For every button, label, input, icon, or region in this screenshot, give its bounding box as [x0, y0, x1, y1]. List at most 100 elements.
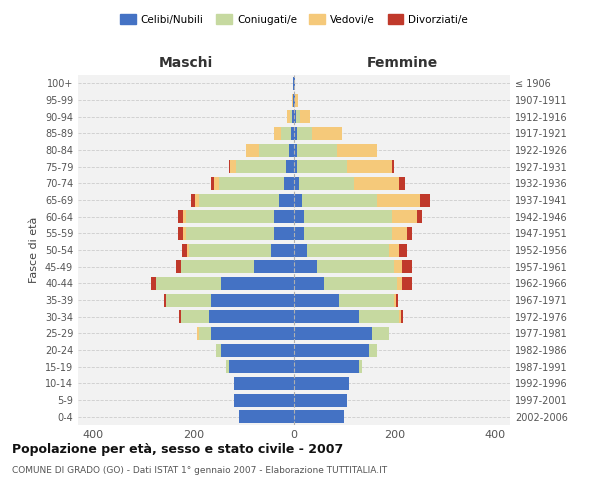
Bar: [394, 260, 402, 273]
Bar: [359, 310, 400, 323]
Bar: [279, 194, 294, 206]
Bar: [294, 327, 372, 340]
Bar: [392, 210, 417, 223]
Bar: [294, 277, 324, 290]
Bar: [184, 210, 186, 223]
Bar: [151, 277, 156, 290]
Bar: [294, 144, 296, 156]
Bar: [402, 277, 412, 290]
Bar: [294, 310, 359, 323]
Bar: [294, 260, 317, 273]
Bar: [372, 327, 389, 340]
Bar: [211, 294, 294, 306]
Text: Femmine: Femmine: [367, 56, 437, 70]
Bar: [347, 160, 392, 173]
Bar: [234, 394, 294, 406]
Bar: [290, 110, 292, 123]
Bar: [417, 210, 422, 223]
Bar: [230, 160, 236, 173]
Bar: [370, 344, 377, 356]
Bar: [194, 194, 199, 206]
Bar: [294, 160, 296, 173]
Bar: [392, 227, 407, 240]
Bar: [294, 377, 349, 390]
Bar: [296, 110, 299, 123]
Bar: [218, 177, 284, 190]
Bar: [211, 177, 214, 190]
Bar: [354, 177, 400, 190]
Bar: [187, 244, 188, 256]
Bar: [401, 310, 403, 323]
Legend: Celibi/Nubili, Coniugati/e, Vedovi/e, Divorziati/e: Celibi/Nubili, Coniugati/e, Vedovi/e, Di…: [116, 10, 472, 29]
Bar: [296, 144, 337, 156]
Bar: [274, 227, 294, 240]
Bar: [246, 144, 259, 156]
Bar: [324, 277, 397, 290]
Bar: [178, 227, 184, 240]
Bar: [229, 160, 230, 173]
Bar: [292, 94, 293, 106]
Bar: [286, 160, 294, 173]
Bar: [281, 127, 292, 140]
Bar: [229, 360, 294, 373]
Bar: [294, 94, 295, 106]
Bar: [389, 244, 400, 256]
Bar: [294, 77, 295, 90]
Bar: [296, 127, 311, 140]
Bar: [221, 277, 294, 290]
Bar: [294, 177, 299, 190]
Bar: [254, 260, 294, 273]
Bar: [400, 244, 407, 256]
Bar: [186, 227, 274, 240]
Bar: [294, 360, 359, 373]
Bar: [239, 410, 294, 423]
Bar: [179, 310, 181, 323]
Bar: [234, 377, 294, 390]
Bar: [307, 244, 389, 256]
Bar: [392, 160, 394, 173]
Bar: [339, 294, 394, 306]
Bar: [226, 360, 229, 373]
Y-axis label: Fasce di età: Fasce di età: [29, 217, 39, 283]
Bar: [296, 160, 347, 173]
Bar: [181, 260, 254, 273]
Bar: [397, 277, 402, 290]
Bar: [294, 210, 304, 223]
Bar: [166, 294, 211, 306]
Bar: [216, 344, 221, 356]
Bar: [186, 210, 274, 223]
Bar: [209, 310, 294, 323]
Bar: [287, 110, 290, 123]
Text: Popolazione per età, sesso e stato civile - 2007: Popolazione per età, sesso e stato civil…: [12, 442, 343, 456]
Bar: [419, 194, 430, 206]
Bar: [317, 260, 394, 273]
Bar: [299, 177, 354, 190]
Bar: [188, 244, 271, 256]
Bar: [407, 227, 412, 240]
Bar: [402, 260, 412, 273]
Bar: [294, 394, 347, 406]
Bar: [184, 227, 186, 240]
Bar: [181, 310, 209, 323]
Bar: [294, 244, 307, 256]
Bar: [377, 194, 419, 206]
Bar: [199, 194, 279, 206]
Bar: [284, 177, 294, 190]
Bar: [293, 94, 294, 106]
Bar: [311, 127, 342, 140]
Bar: [294, 410, 344, 423]
Bar: [302, 194, 377, 206]
Bar: [221, 344, 294, 356]
Bar: [176, 260, 181, 273]
Text: Maschi: Maschi: [159, 56, 213, 70]
Bar: [337, 144, 377, 156]
Bar: [394, 294, 396, 306]
Bar: [294, 194, 302, 206]
Bar: [304, 227, 392, 240]
Bar: [304, 210, 392, 223]
Bar: [294, 294, 339, 306]
Bar: [400, 310, 401, 323]
Text: COMUNE DI GRADO (GO) - Dati ISTAT 1° gennaio 2007 - Elaborazione TUTTITALIA.IT: COMUNE DI GRADO (GO) - Dati ISTAT 1° gen…: [12, 466, 387, 475]
Bar: [164, 294, 166, 306]
Bar: [294, 344, 370, 356]
